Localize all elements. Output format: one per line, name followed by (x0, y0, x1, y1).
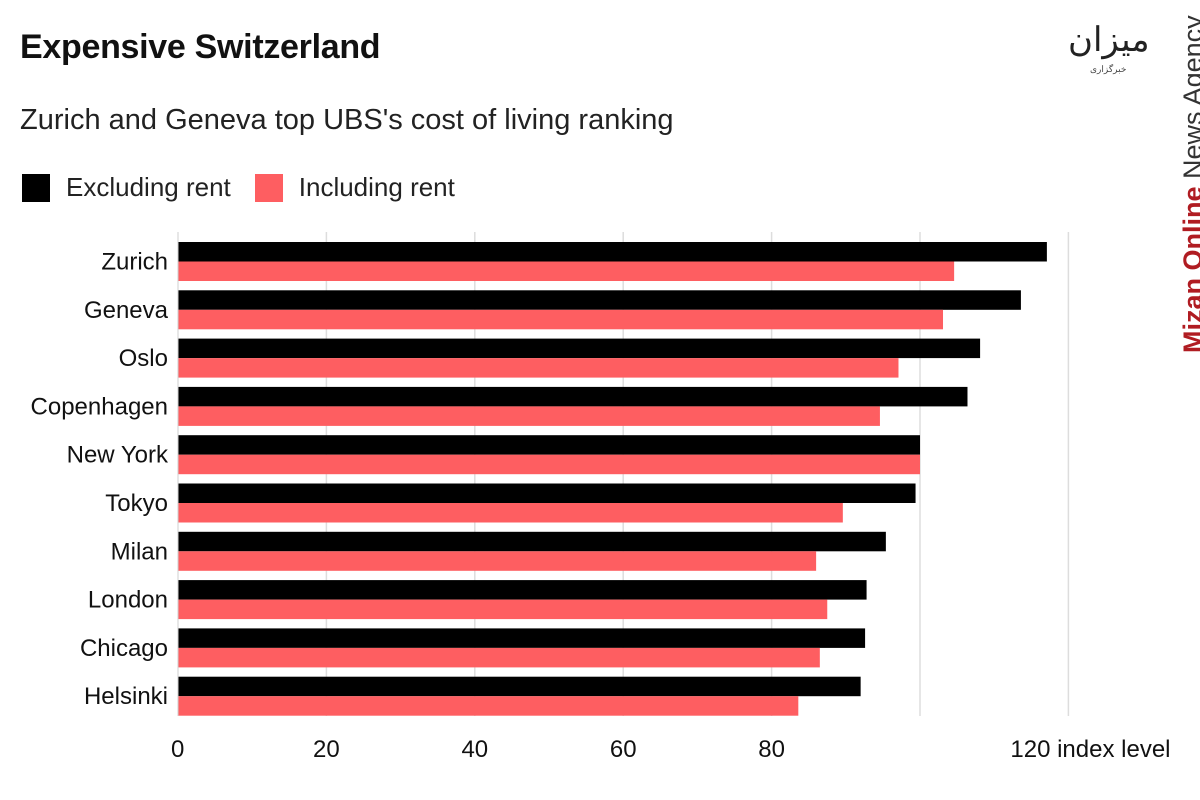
bar-including-rent-chicago (178, 647, 820, 668)
bar-including-rent-helsinki (178, 696, 799, 716)
watermark-logo-subtitle: خبرگزاری (1090, 64, 1127, 74)
bar-excluding-rent-geneva (178, 290, 1021, 310)
category-label-tokyo: Tokyo (105, 490, 168, 517)
bar-excluding-rent-tokyo (178, 483, 916, 503)
bar-excluding-rent-oslo (178, 338, 981, 359)
x-tick-label-0: 0 (171, 736, 184, 763)
bar-excluding-rent-zurich (178, 242, 1047, 262)
x-tick-label-20: 20 (313, 736, 340, 763)
category-label-zurich: Zurich (101, 249, 168, 276)
legend-label-including-rent: Including rent (298, 172, 455, 202)
category-label-helsinki: Helsinki (84, 683, 168, 710)
x-tick-label-120: 120 index level (1010, 736, 1170, 763)
x-tick-label-60: 60 (610, 736, 637, 763)
category-label-new-york: New York (67, 442, 169, 469)
bar-excluding-rent-helsinki (178, 676, 861, 697)
category-label-geneva: Geneva (84, 297, 169, 324)
category-label-oslo: Oslo (119, 345, 168, 372)
x-tick-label-80: 80 (758, 736, 785, 763)
legend: Excluding rent Including rent (22, 172, 479, 203)
legend-label-excluding-rent: Excluding rent (66, 172, 231, 202)
bar-including-rent-new-york (178, 454, 920, 475)
bar-including-rent-tokyo (178, 503, 843, 523)
legend-swatch-including-rent (254, 173, 283, 202)
bar-including-rent-oslo (178, 358, 899, 378)
bar-including-rent-london (178, 599, 828, 620)
bar-including-rent-zurich (178, 261, 955, 281)
bar-including-rent-geneva (178, 309, 944, 330)
legend-item-including-rent: Including rent (254, 172, 455, 203)
watermark-logo: میزان (1068, 20, 1152, 60)
bar-including-rent-milan (178, 551, 817, 571)
bar-excluding-rent-london (178, 580, 867, 600)
legend-item-excluding-rent: Excluding rent (22, 172, 231, 203)
bar-excluding-rent-copenhagen (178, 386, 968, 407)
watermark: میزان خبرگزاری Mizan Online News Agency (1060, 8, 1200, 353)
bar-excluding-rent-new-york (178, 435, 920, 455)
bar-excluding-rent-milan (178, 531, 886, 552)
x-tick-label-40: 40 (461, 736, 488, 763)
bar-including-rent-copenhagen (178, 406, 880, 426)
bar-excluding-rent-chicago (178, 628, 866, 648)
chart-subtitle: Zurich and Geneva top UBS's cost of livi… (20, 104, 674, 136)
chart-title: Expensive Switzerland (20, 28, 381, 66)
legend-swatch-excluding-rent (22, 173, 50, 202)
category-label-milan: Milan (111, 538, 168, 565)
category-label-copenhagen: Copenhagen (31, 393, 168, 420)
category-label-london: London (88, 587, 168, 614)
category-label-chicago: Chicago (80, 635, 168, 662)
